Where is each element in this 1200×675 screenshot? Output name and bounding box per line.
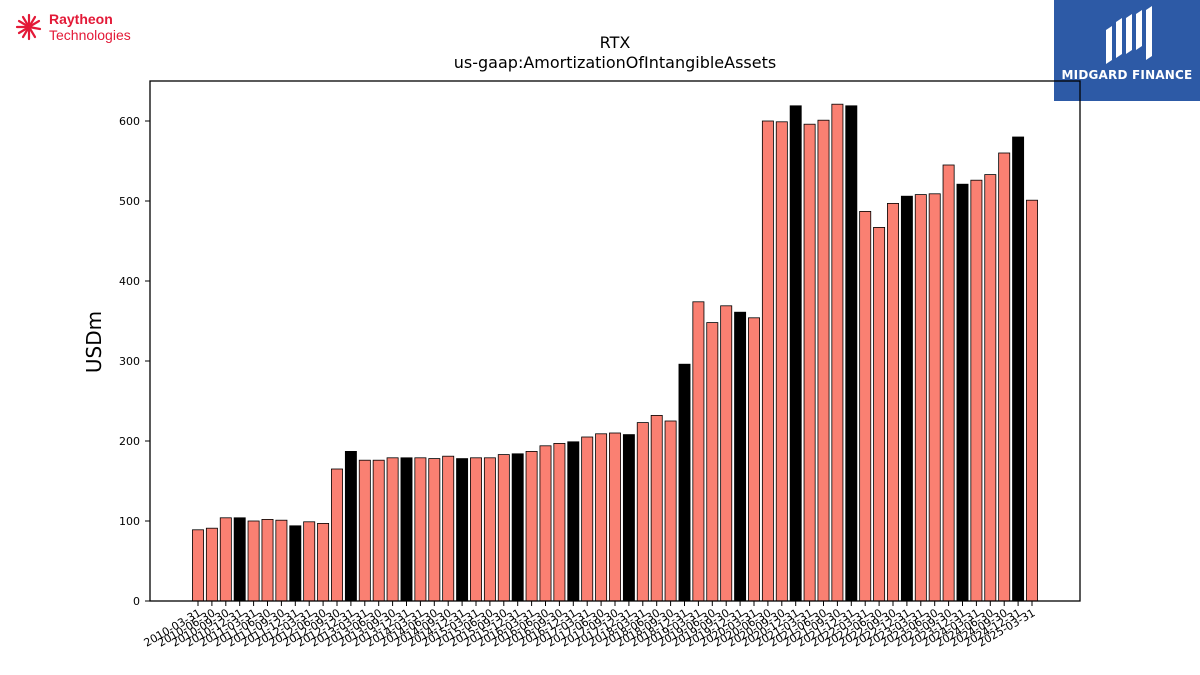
left-logo-line1: Raytheon [49,11,113,27]
bar-2021-06-30 [817,119,830,602]
midgard-mark-icon [1106,6,1152,64]
bar-2015-12-31 [511,453,524,602]
bar-2023-09-30 [942,164,955,602]
left-logo-line2: Technologies [49,27,131,43]
bar-2019-03-31 [692,301,705,602]
bar-2015-09-30 [497,454,510,602]
bar-2012-12-31 [344,450,357,602]
bar-2019-12-31 [734,311,747,602]
bar-2014-12-31 [456,458,469,602]
y-axis: 0 100 200 300 400 500 600 [119,115,150,608]
y-tick-label: 0 [133,595,140,608]
bar-2022-03-31 [859,210,872,602]
bar-2013-12-31 [400,457,413,602]
bar-2023-06-30 [928,193,941,602]
bar-2022-06-30 [873,226,886,602]
bar-2021-03-31 [803,123,816,602]
midgard-finance-logo: MIDGARD FINANCE [1054,0,1200,101]
y-tick-label: 100 [119,515,140,528]
bar-2017-06-30 [595,433,608,602]
x-axis: 2010-03-312010-06-302010-09-302010-12-31… [142,601,1038,650]
bar-2016-06-30 [539,445,552,602]
chart-title: RTX [600,33,631,52]
bar-2019-09-30 [720,305,733,602]
bar-2020-12-31 [789,105,802,602]
y-tick-label: 400 [119,275,140,288]
plot-frame [149,80,1081,602]
bar-2017-12-31 [622,434,635,602]
bar-2016-12-31 [567,441,580,602]
raytheon-starburst-icon: Raytheon Technologies [15,11,131,43]
right-logo-text: MIDGARD FINANCE [1061,68,1193,82]
bar-2011-06-30 [261,519,274,602]
bar-2014-09-30 [442,455,455,602]
bar-2020-06-30 [761,120,774,602]
bar-2023-12-31 [956,183,969,602]
bar-2018-06-30 [650,414,663,602]
bar-2013-09-30 [386,457,399,602]
bar-2017-03-31 [581,436,594,602]
bar-2012-06-30 [317,523,330,602]
bar-2010-09-30 [219,517,232,602]
bar-2012-03-31 [303,521,316,602]
bar-2013-06-30 [372,459,385,602]
bar-2012-09-30 [331,468,343,602]
bar-2024-12-31 [1012,136,1025,602]
bar-2018-03-31 [636,422,649,602]
bar-2018-12-31 [678,363,691,602]
bar-2020-03-31 [748,317,760,602]
bar-2024-09-30 [998,152,1011,602]
bar-2016-03-31 [525,450,538,602]
bar-2010-03-31 [192,529,204,602]
bar-2023-03-31 [914,194,927,602]
y-tick-label: 200 [119,435,140,448]
chart-subtitle: us-gaap:AmortizationOfIntangibleAssets [454,53,776,72]
bar-2022-09-30 [887,202,899,602]
bar-2013-03-31 [358,459,371,602]
y-tick-label: 600 [119,115,140,128]
bar-2017-09-30 [609,432,621,602]
bar-2014-03-31 [414,457,427,602]
bar-2011-12-31 [289,525,302,602]
bar-2025-03-31 [1026,199,1038,602]
bar-2011-09-30 [275,519,288,602]
bar-2011-03-31 [247,520,260,602]
bar-2024-06-30 [984,174,997,602]
raytheon-technologies-logo: Raytheon Technologies [14,10,154,46]
y-axis-label: USDm [82,311,106,373]
y-tick-label: 500 [119,195,140,208]
bar-2022-12-31 [900,195,913,602]
bar-2020-09-30 [775,121,788,602]
y-tick-label: 300 [119,355,140,368]
bar-2010-12-31 [233,517,246,602]
bars-group [192,103,1038,602]
bar-2016-09-30 [553,442,566,602]
bar-2015-03-31 [470,457,482,602]
bar-2021-09-30 [831,103,844,602]
bar-2024-03-31 [970,179,983,602]
bar-2014-06-30 [428,458,441,602]
bar-2018-09-30 [664,420,677,602]
bar-2015-06-30 [483,457,496,602]
bar-2019-06-30 [706,322,719,602]
bar-2021-12-31 [845,105,858,602]
bar-2010-06-30 [205,527,218,602]
